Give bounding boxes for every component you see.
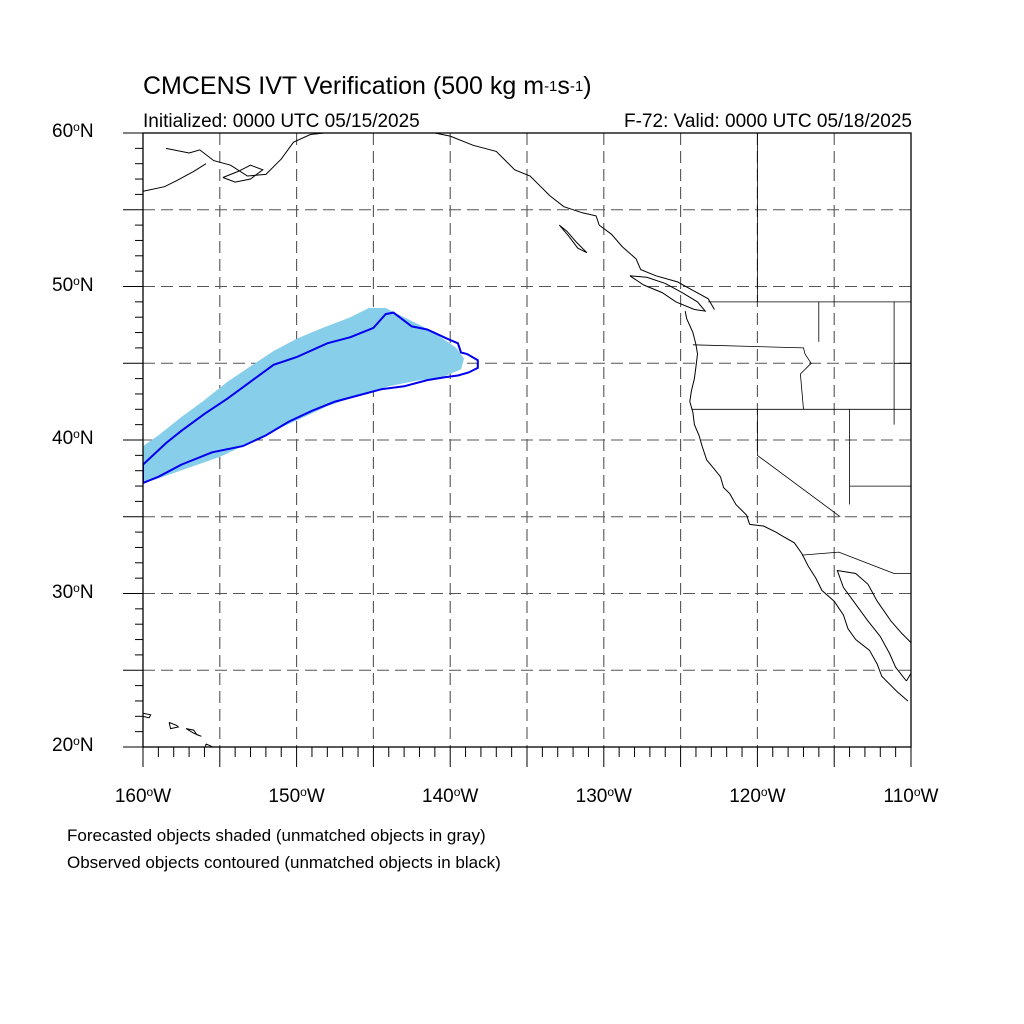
coastline — [629, 275, 707, 312]
longitude-label: 140oW — [422, 785, 479, 807]
axis-ticks — [123, 132, 912, 767]
forecast-object — [143, 308, 464, 483]
coastline — [165, 133, 325, 177]
observed-note: Observed objects contoured (unmatched ob… — [67, 853, 501, 872]
initialized-time: Initialized: 0000 UTC 05/15/2025 — [143, 111, 420, 132]
coastline — [905, 639, 911, 682]
political-border — [692, 344, 812, 410]
forecast-note: Forecasted objects shaded (unmatched obj… — [67, 826, 486, 845]
coastline — [143, 712, 152, 719]
coastline — [168, 721, 180, 730]
longitude-label: 130oW — [575, 785, 632, 807]
latitude-label: 20oN — [52, 734, 94, 756]
latitude-label: 50oN — [52, 273, 94, 296]
coastline — [185, 728, 202, 737]
map-title: CMCENS IVT Verification (500 kg m-1s-1) — [143, 72, 592, 100]
forecast-object-layer — [143, 308, 464, 483]
latitude-label: 30oN — [52, 580, 94, 603]
latitude-label: 40oN — [52, 427, 94, 449]
coastline — [222, 164, 264, 183]
coastline — [558, 224, 588, 254]
political-border — [757, 409, 841, 518]
political-border — [801, 551, 911, 574]
longitude-label: 160oW — [114, 785, 172, 807]
observed-object-layer — [143, 311, 479, 485]
coastline — [836, 569, 911, 682]
coastline — [684, 311, 909, 702]
observed-object — [143, 311, 479, 485]
longitude-label: 120oW — [729, 785, 786, 807]
coastline — [434, 133, 715, 310]
latitude-label: 60oN — [52, 120, 94, 142]
longitude-label: 150oW — [268, 785, 325, 807]
coastline — [143, 163, 207, 192]
coastline-layer — [143, 133, 911, 747]
valid-time: F-72: Valid: 0000 UTC 05/18/2025 — [624, 111, 912, 132]
longitude-label: 110oW — [883, 785, 939, 807]
